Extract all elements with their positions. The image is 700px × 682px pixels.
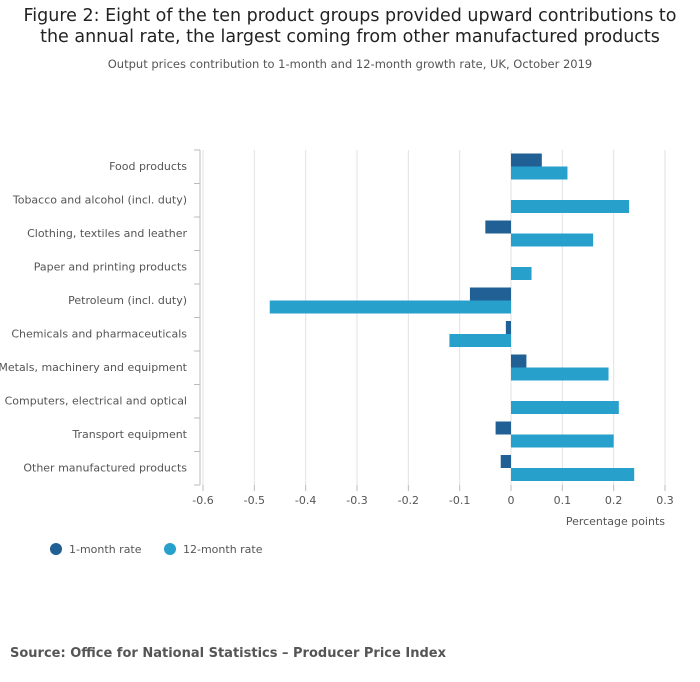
y-tick-label: Other manufactured products xyxy=(23,461,187,474)
bar xyxy=(511,401,619,414)
y-tick-label: Chemicals and pharmaceuticals xyxy=(11,327,187,340)
x-tick-label: -0.6 xyxy=(192,494,213,507)
bar xyxy=(269,300,511,314)
legend-swatch xyxy=(164,543,176,555)
bar xyxy=(511,468,635,481)
chart: -0.6 -0.5 -0.4 -0.3 -0.2 -0.1 0 0.1 0.2 0.3 Percen… xyxy=(0,149,674,556)
bar xyxy=(469,287,511,301)
source-note: Source: Office for National Statistics –… xyxy=(10,646,446,661)
bar xyxy=(511,166,568,180)
y-tick-label: Transport equipment xyxy=(71,428,187,441)
x-tick-label: -0.5 xyxy=(244,494,265,507)
bar xyxy=(505,321,511,334)
x-tick-label: 0.1 xyxy=(554,494,572,507)
chart-title: Figure 2: Eight of the ten product group… xyxy=(23,6,677,47)
y-tick-label: Clothing, textiles and leather xyxy=(27,227,187,240)
bar xyxy=(511,434,614,448)
y-tick-label: Computers, electrical and optical xyxy=(5,394,187,407)
y-tick-label: Food products xyxy=(109,160,187,173)
x-tick-label: 0.2 xyxy=(605,494,623,507)
bar xyxy=(511,367,609,381)
bar xyxy=(495,421,511,435)
x-tick-label: -0.3 xyxy=(346,494,367,507)
y-tick-label: Petroleum (incl. duty) xyxy=(68,294,187,307)
x-tick-label: -0.1 xyxy=(449,494,470,507)
bar xyxy=(485,220,511,234)
bar xyxy=(511,267,532,280)
x-axis-label: Percentage points xyxy=(566,515,665,528)
legend-label: 12-month rate xyxy=(183,543,263,556)
bar xyxy=(500,455,511,468)
y-tick-label: Paper and printing products xyxy=(34,260,188,273)
x-tick-label: 0.3 xyxy=(656,494,674,507)
bar xyxy=(511,233,594,247)
bar xyxy=(511,354,527,368)
legend-swatch xyxy=(50,543,62,555)
x-tick-label: -0.4 xyxy=(295,494,316,507)
x-tick-label: 0 xyxy=(508,494,515,507)
y-tick-label: Tobacco and alcohol (incl. duty) xyxy=(12,193,187,206)
chart-subtitle: Output prices contribution to 1-month an… xyxy=(107,57,593,71)
y-tick-label: Metals, machinery and equipment xyxy=(0,361,188,374)
legend-label: 1-month rate xyxy=(69,543,142,556)
bar xyxy=(511,153,542,167)
bar xyxy=(511,200,630,213)
bar xyxy=(449,334,511,347)
x-tick-label: -0.2 xyxy=(398,494,419,507)
